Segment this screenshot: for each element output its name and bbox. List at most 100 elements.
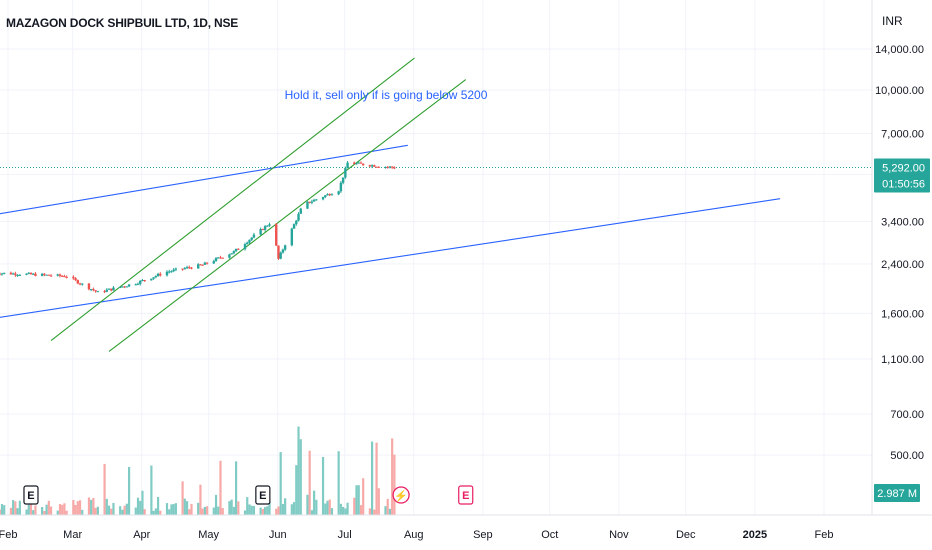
- candle-body: [292, 224, 296, 229]
- candle-body: [89, 289, 93, 291]
- candle-body: [25, 273, 28, 275]
- volume-bar: [154, 508, 157, 515]
- split-marker-icon[interactable]: [392, 486, 410, 504]
- volume-bar: [237, 501, 240, 515]
- volume-bar: [268, 501, 271, 515]
- symbol-title[interactable]: MAZAGON DOCK SHIPBUIL LTD, 1D, NSE: [6, 16, 239, 30]
- volume-bar: [47, 500, 50, 515]
- candle-body: [105, 289, 108, 292]
- price-tick-label: 700.00: [890, 409, 924, 421]
- volume-bar: [212, 507, 215, 515]
- trendline-channel-upper[interactable]: [50, 57, 415, 341]
- chart-annotation[interactable]: Hold it, sell only if is going below 520…: [285, 88, 488, 102]
- candle-body: [43, 273, 46, 275]
- volume-bar: [49, 506, 53, 515]
- candle-body: [344, 168, 347, 178]
- volume-bar: [250, 505, 253, 515]
- volume-bar: [234, 461, 238, 515]
- volume-bar: [328, 499, 331, 515]
- volume-bar: [230, 499, 233, 515]
- candle-body: [315, 199, 318, 201]
- price-tick-label: 500.00: [890, 450, 924, 462]
- time-tick-label: Oct: [541, 529, 558, 541]
- candle-body: [196, 264, 200, 269]
- earnings-marker-icon[interactable]: [458, 485, 474, 505]
- volume-bar: [337, 451, 340, 515]
- volume-bar: [139, 500, 142, 515]
- candle-body: [359, 162, 363, 164]
- time-tick-label: Feb: [815, 529, 834, 541]
- volume-bar: [32, 510, 35, 515]
- volume-bar: [292, 502, 296, 515]
- candle-body: [3, 272, 6, 274]
- volume-bar: [188, 509, 191, 515]
- candle-body: [201, 264, 204, 266]
- volume-bar: [150, 465, 153, 515]
- candle-body: [172, 269, 175, 272]
- volume-tag[interactable]: [874, 484, 920, 502]
- volume-bar: [281, 503, 285, 515]
- candle-body: [373, 165, 376, 167]
- candle-body: [168, 271, 171, 273]
- volume-bar: [0, 504, 4, 515]
- candle-body: [217, 257, 220, 259]
- trendline-lower-blue[interactable]: [0, 198, 781, 318]
- volume-bar: [121, 509, 124, 515]
- volume-bar: [43, 510, 46, 515]
- candle-body: [212, 261, 216, 264]
- candle-body: [60, 275, 64, 277]
- volume-bar: [14, 501, 17, 515]
- price-tick-label: 7,000.00: [881, 128, 924, 140]
- volume-bar: [355, 485, 358, 515]
- time-tick-label: Apr: [133, 529, 150, 541]
- candle-body: [355, 163, 358, 165]
- candle-body: [357, 162, 360, 164]
- candle-body: [183, 268, 187, 270]
- volume-bar: [56, 510, 59, 515]
- candle-body: [375, 166, 378, 168]
- volume-bar: [76, 501, 79, 515]
- volume-bar: [346, 502, 349, 515]
- volume-bar: [199, 484, 202, 515]
- candle-body: [34, 273, 37, 276]
- earnings-marker-label: E: [27, 490, 34, 502]
- volume-bar: [214, 494, 218, 515]
- candle-body: [308, 201, 311, 203]
- time-tick-label: May: [198, 529, 219, 541]
- earnings-marker-icon[interactable]: [23, 485, 39, 505]
- volume-bar: [339, 503, 342, 515]
- candle-body: [259, 229, 262, 235]
- candle-body: [297, 213, 300, 221]
- volume-tag-value: 2.987 M: [877, 488, 917, 500]
- candle-body: [181, 268, 184, 270]
- candle-body: [121, 286, 124, 288]
- last-price-tag[interactable]: [874, 158, 930, 193]
- earnings-marker-icon[interactable]: [255, 485, 271, 505]
- volume-bar: [41, 507, 44, 515]
- candle-body: [246, 242, 249, 245]
- candle-body: [125, 286, 129, 288]
- volume-bar: [221, 508, 224, 515]
- trendline-channel-lower[interactable]: [108, 79, 467, 352]
- volume-bar: [201, 508, 204, 515]
- time-tick-label: Sep: [473, 529, 493, 541]
- currency-label: INR: [882, 14, 903, 28]
- candle-body: [94, 290, 97, 292]
- candle-body: [248, 239, 251, 243]
- candle-body: [170, 271, 173, 273]
- time-tick-label: Aug: [404, 529, 424, 541]
- volume-bar: [295, 465, 298, 515]
- volume-bar: [297, 426, 300, 515]
- volume-bar: [165, 503, 169, 515]
- candle-body: [353, 162, 356, 165]
- volume-bar: [0, 509, 1, 515]
- volume-bar: [18, 500, 21, 515]
- volume-bar: [359, 505, 363, 515]
- trendline-upper-blue[interactable]: [0, 144, 408, 215]
- price-axis: 14,000.0010,000.007,000.005,000.003,400.…: [871, 0, 932, 550]
- time-tick-label: Dec: [676, 529, 696, 541]
- time-tick-label: Feb: [0, 529, 17, 541]
- volume-bar: [308, 450, 311, 515]
- candle-body: [281, 249, 285, 253]
